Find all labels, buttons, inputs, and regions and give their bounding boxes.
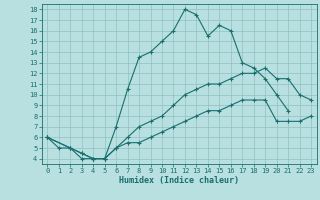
X-axis label: Humidex (Indice chaleur): Humidex (Indice chaleur) bbox=[119, 176, 239, 185]
